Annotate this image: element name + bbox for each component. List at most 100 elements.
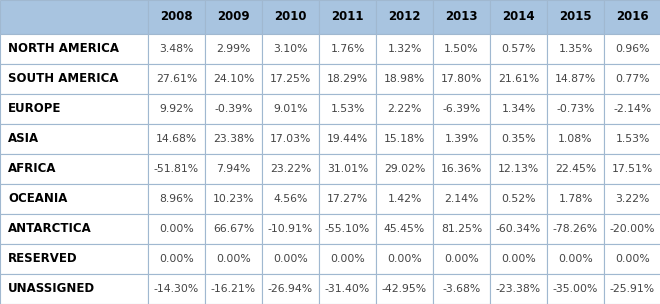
Bar (433, 124, 490, 154)
Text: 0.00%: 0.00% (387, 254, 422, 264)
Text: 1.08%: 1.08% (558, 134, 593, 144)
Text: 1.50%: 1.50% (444, 44, 478, 54)
Text: -2.14%: -2.14% (613, 104, 651, 114)
Text: -35.00%: -35.00% (553, 284, 598, 294)
Bar (148, 34, 205, 64)
Text: -20.00%: -20.00% (610, 224, 655, 234)
Text: 0.00%: 0.00% (444, 254, 479, 264)
Bar (0, 124, 148, 154)
Text: 2008: 2008 (160, 11, 193, 23)
Bar (433, 244, 490, 274)
Bar (0, 94, 148, 124)
Text: -60.34%: -60.34% (496, 224, 541, 234)
Text: 3.48%: 3.48% (159, 44, 193, 54)
Bar (319, 0, 376, 34)
Text: -25.91%: -25.91% (610, 284, 655, 294)
Bar (205, 0, 262, 34)
Text: AFRICA: AFRICA (8, 163, 57, 175)
Text: 17.03%: 17.03% (270, 134, 311, 144)
Text: 18.98%: 18.98% (384, 74, 425, 84)
Text: 17.25%: 17.25% (270, 74, 311, 84)
Bar (490, 94, 547, 124)
Text: -42.95%: -42.95% (382, 284, 427, 294)
Text: 0.00%: 0.00% (330, 254, 365, 264)
Text: -23.38%: -23.38% (496, 284, 541, 294)
Bar (205, 274, 262, 304)
Bar (319, 94, 376, 124)
Text: -10.91%: -10.91% (268, 224, 313, 234)
Text: 27.61%: 27.61% (156, 74, 197, 84)
Bar (0, 34, 148, 64)
Text: 0.35%: 0.35% (501, 134, 536, 144)
Text: 21.61%: 21.61% (498, 74, 539, 84)
Bar (262, 124, 319, 154)
Text: 9.01%: 9.01% (273, 104, 308, 114)
Text: 0.77%: 0.77% (615, 74, 649, 84)
Text: 2012: 2012 (388, 11, 421, 23)
Bar (262, 154, 319, 184)
Text: 0.00%: 0.00% (501, 254, 536, 264)
Bar (319, 34, 376, 64)
Text: 0.00%: 0.00% (216, 254, 251, 264)
Bar (433, 274, 490, 304)
Bar (205, 64, 262, 94)
Text: -0.39%: -0.39% (214, 104, 253, 114)
Text: 1.53%: 1.53% (330, 104, 365, 114)
Bar (376, 244, 433, 274)
Bar (433, 184, 490, 214)
Text: 1.35%: 1.35% (558, 44, 593, 54)
Text: -51.81%: -51.81% (154, 164, 199, 174)
Bar (490, 154, 547, 184)
Bar (205, 124, 262, 154)
Text: 2015: 2015 (559, 11, 592, 23)
Text: UNASSIGNED: UNASSIGNED (8, 282, 95, 295)
Text: 2013: 2013 (446, 11, 478, 23)
Bar (262, 184, 319, 214)
Bar (604, 124, 660, 154)
Bar (604, 154, 660, 184)
Bar (0, 154, 148, 184)
Text: 0.00%: 0.00% (558, 254, 593, 264)
Bar (490, 124, 547, 154)
Text: SOUTH AMERICA: SOUTH AMERICA (8, 72, 119, 85)
Text: OCEANIA: OCEANIA (8, 192, 67, 206)
Text: 12.13%: 12.13% (498, 164, 539, 174)
Text: 4.56%: 4.56% (273, 194, 308, 204)
Bar (205, 154, 262, 184)
Bar (148, 64, 205, 94)
Bar (376, 274, 433, 304)
Text: 31.01%: 31.01% (327, 164, 368, 174)
Bar (547, 0, 604, 34)
Text: 14.68%: 14.68% (156, 134, 197, 144)
Text: 19.44%: 19.44% (327, 134, 368, 144)
Text: -6.39%: -6.39% (442, 104, 480, 114)
Text: 24.10%: 24.10% (213, 74, 254, 84)
Bar (490, 184, 547, 214)
Bar (148, 274, 205, 304)
Text: NORTH AMERICA: NORTH AMERICA (8, 43, 119, 56)
Text: 2014: 2014 (502, 11, 535, 23)
Bar (604, 0, 660, 34)
Text: -14.30%: -14.30% (154, 284, 199, 294)
Bar (604, 34, 660, 64)
Bar (433, 154, 490, 184)
Text: 0.00%: 0.00% (159, 254, 194, 264)
Bar (490, 214, 547, 244)
Bar (319, 64, 376, 94)
Text: 22.45%: 22.45% (555, 164, 596, 174)
Bar (319, 214, 376, 244)
Bar (0, 184, 148, 214)
Text: 1.34%: 1.34% (502, 104, 536, 114)
Bar (148, 184, 205, 214)
Bar (604, 274, 660, 304)
Bar (148, 214, 205, 244)
Bar (262, 274, 319, 304)
Bar (490, 274, 547, 304)
Text: ANTARCTICA: ANTARCTICA (8, 223, 92, 236)
Bar (490, 64, 547, 94)
Text: -31.40%: -31.40% (325, 284, 370, 294)
Bar (547, 244, 604, 274)
Bar (547, 274, 604, 304)
Bar (262, 64, 319, 94)
Bar (205, 214, 262, 244)
